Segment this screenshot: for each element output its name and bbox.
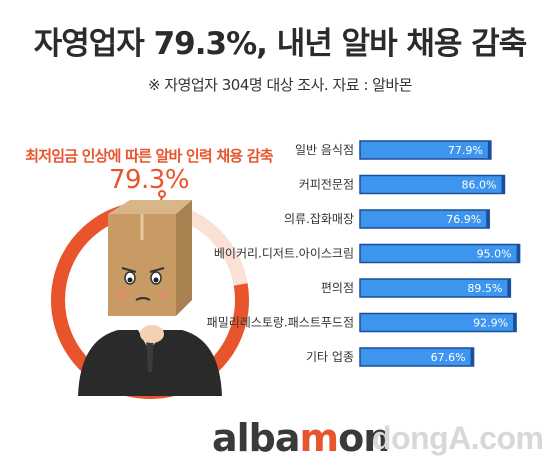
hand [140,325,164,343]
bar-edge [513,313,517,332]
blush-left [116,290,128,298]
brow-left [121,267,137,273]
boxhead-character-illustration [78,200,222,396]
pupil-right [153,277,159,283]
bar-edge [486,210,490,228]
category-label: 기타 업종 [306,350,354,364]
box-side [176,200,192,316]
value-label: 92.9% [473,317,508,330]
tie [146,336,154,372]
category-label: 일반 음식점 [295,143,354,157]
callout-label: 최저임금 인상에 따른 알바 인력 채용 감축 [25,147,273,165]
chart-title: 자영업자 79.3%, 내년 알바 채용 감축 [33,26,528,62]
brow-right [149,267,165,273]
bar [359,209,490,229]
blush-right [158,290,170,298]
value-label: 86.0% [462,179,497,192]
category-label: 커피전문점 [299,178,354,192]
bar-edge [501,175,505,194]
value-label: 76.9% [446,213,481,226]
value-label: 95.0% [477,248,512,261]
category-label: 의류.잡화매장 [284,212,354,226]
category-label: 베이커리.디저트.아이스크림 [214,247,354,261]
donga-watermark: dongA.com [372,420,544,456]
bar-edge [470,348,474,366]
value-label: 77.9% [448,144,483,157]
source-note: ※ 자영업자 304명 대상 조사. 자료 : 알바몬 [147,76,413,94]
pupil-left [127,277,133,283]
value-label: 67.6% [431,351,466,364]
bar-edge [507,279,511,297]
category-label: 편의점 [321,281,354,295]
callout-value: 79.3% [108,165,190,195]
box-top [108,200,192,214]
albamon-logo: albamon [212,416,390,460]
mouth [135,297,151,301]
value-label: 89.5% [467,282,502,295]
category-label: 패밀리레스토랑.패스트푸드점 [207,316,354,330]
bar-edge [516,244,520,263]
bars-group: 일반 음식점 77.9% 커피전문점 86.0% 의류.잡화매장 76.9% 베이커리.디저… [207,140,521,367]
ring-pointer-dot [158,190,166,198]
bar-edge [487,141,491,159]
